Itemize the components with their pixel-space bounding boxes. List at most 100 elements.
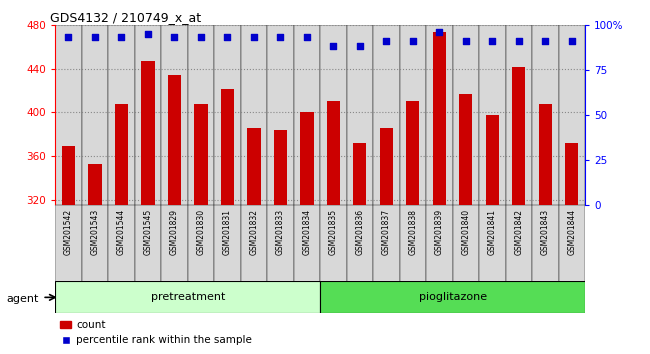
Bar (62, 146, 75, 205)
Bar (558, 205, 585, 283)
Bar (346, 205, 373, 283)
Point (461, 38, 471, 44)
Bar (327, 101, 340, 205)
Text: GSM201542: GSM201542 (64, 209, 73, 255)
Bar (55, 205, 82, 283)
Point (514, 38, 524, 44)
Bar (294, 25, 320, 205)
Text: agent: agent (6, 294, 39, 304)
Point (540, 38, 551, 44)
Bar (168, 75, 181, 205)
Bar (194, 104, 207, 205)
Bar (479, 205, 506, 283)
Bar (55, 281, 320, 313)
Point (302, 35, 312, 40)
Text: GSM201843: GSM201843 (541, 209, 550, 255)
Bar (452, 25, 479, 205)
Point (222, 35, 233, 40)
Text: GSM201834: GSM201834 (302, 209, 311, 255)
Point (487, 38, 497, 44)
Point (196, 35, 206, 40)
Bar (188, 205, 215, 283)
Bar (161, 205, 188, 283)
Bar (353, 143, 367, 205)
Bar (346, 25, 373, 205)
Point (381, 38, 391, 44)
Bar (108, 205, 135, 283)
Bar (486, 114, 499, 205)
Bar (400, 205, 426, 283)
Text: GSM201545: GSM201545 (144, 209, 153, 256)
Bar (558, 25, 585, 205)
Bar (214, 25, 240, 205)
Text: GSM201839: GSM201839 (435, 209, 444, 255)
Bar (320, 281, 585, 313)
Point (408, 38, 418, 44)
Bar (433, 33, 446, 205)
Text: GSM201837: GSM201837 (382, 209, 391, 255)
Bar (565, 143, 578, 205)
Legend: count, percentile rank within the sample: count, percentile rank within the sample (60, 320, 252, 346)
Text: GSM201844: GSM201844 (567, 209, 577, 255)
Bar (539, 104, 552, 205)
Bar (82, 205, 108, 283)
Point (275, 35, 285, 40)
Point (63, 35, 73, 40)
Bar (161, 25, 188, 205)
Bar (373, 25, 400, 205)
Bar (247, 128, 261, 205)
Point (355, 44, 365, 49)
Text: GSM201832: GSM201832 (250, 209, 259, 255)
Bar (240, 25, 267, 205)
Text: GDS4132 / 210749_x_at: GDS4132 / 210749_x_at (50, 11, 201, 24)
Bar (459, 94, 473, 205)
Text: GSM201842: GSM201842 (514, 209, 523, 255)
Bar (108, 25, 135, 205)
Bar (426, 205, 452, 283)
Point (567, 38, 577, 44)
Bar (188, 25, 215, 205)
Bar (512, 68, 525, 205)
Bar (141, 61, 155, 205)
Bar (426, 25, 452, 205)
Bar (380, 128, 393, 205)
Bar (532, 205, 558, 283)
Point (169, 35, 179, 40)
Bar (479, 25, 506, 205)
Bar (320, 205, 346, 283)
Bar (532, 25, 558, 205)
Bar (400, 25, 426, 205)
Bar (82, 25, 108, 205)
Bar (267, 25, 294, 205)
Bar (320, 25, 346, 205)
Bar (373, 205, 400, 283)
Bar (452, 205, 479, 283)
Bar (135, 25, 161, 205)
Bar (55, 25, 82, 205)
Point (328, 44, 339, 49)
Text: GSM201544: GSM201544 (117, 209, 126, 256)
Bar (506, 205, 532, 283)
Bar (274, 130, 287, 205)
Bar (406, 101, 419, 205)
Text: GSM201830: GSM201830 (196, 209, 205, 255)
Text: GSM201829: GSM201829 (170, 209, 179, 255)
Point (116, 35, 127, 40)
Text: GSM201543: GSM201543 (90, 209, 99, 256)
Bar (300, 112, 313, 205)
Bar (135, 205, 161, 283)
Text: pretreatment: pretreatment (151, 292, 225, 302)
Text: GSM201831: GSM201831 (223, 209, 232, 255)
Bar (294, 205, 320, 283)
Bar (214, 205, 240, 283)
Bar (240, 205, 267, 283)
Point (249, 35, 259, 40)
Bar (267, 205, 294, 283)
Text: GSM201841: GSM201841 (488, 209, 497, 255)
Bar (115, 104, 128, 205)
Point (143, 31, 153, 37)
Bar (88, 164, 101, 205)
Text: GSM201836: GSM201836 (356, 209, 365, 255)
Text: GSM201835: GSM201835 (329, 209, 338, 255)
Text: GSM201840: GSM201840 (462, 209, 471, 255)
